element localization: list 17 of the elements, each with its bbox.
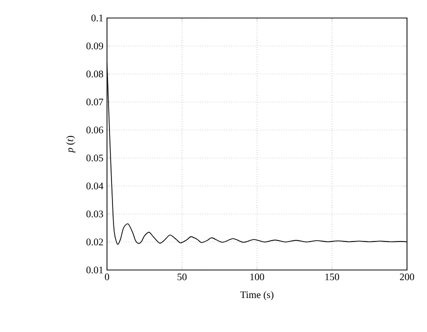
- x-axis-title: Time (s): [240, 291, 274, 300]
- y-tick-label: 0.01: [86, 266, 103, 274]
- x-tick-label: 0: [104, 274, 110, 280]
- y-tick-label: 0.07: [86, 98, 104, 106]
- y-tick-label: 0.04: [86, 182, 104, 190]
- y-tick-label: 0.03: [86, 210, 104, 218]
- y-tick-label: 0.02: [86, 238, 103, 246]
- y-tick-label: 0.09: [86, 42, 104, 50]
- y-tick-label: 0.08: [86, 70, 104, 78]
- x-tick-label: 100: [250, 274, 264, 280]
- x-tick-label: 50: [178, 274, 187, 280]
- y-tick-label: 0.05: [86, 154, 104, 162]
- y-axis-title: p (t): [66, 136, 76, 154]
- y-tick-label: 0.1: [91, 14, 103, 22]
- y-tick-label: 0.06: [86, 126, 104, 134]
- x-tick-label: 150: [325, 274, 340, 280]
- x-tick-label: 200: [400, 274, 414, 280]
